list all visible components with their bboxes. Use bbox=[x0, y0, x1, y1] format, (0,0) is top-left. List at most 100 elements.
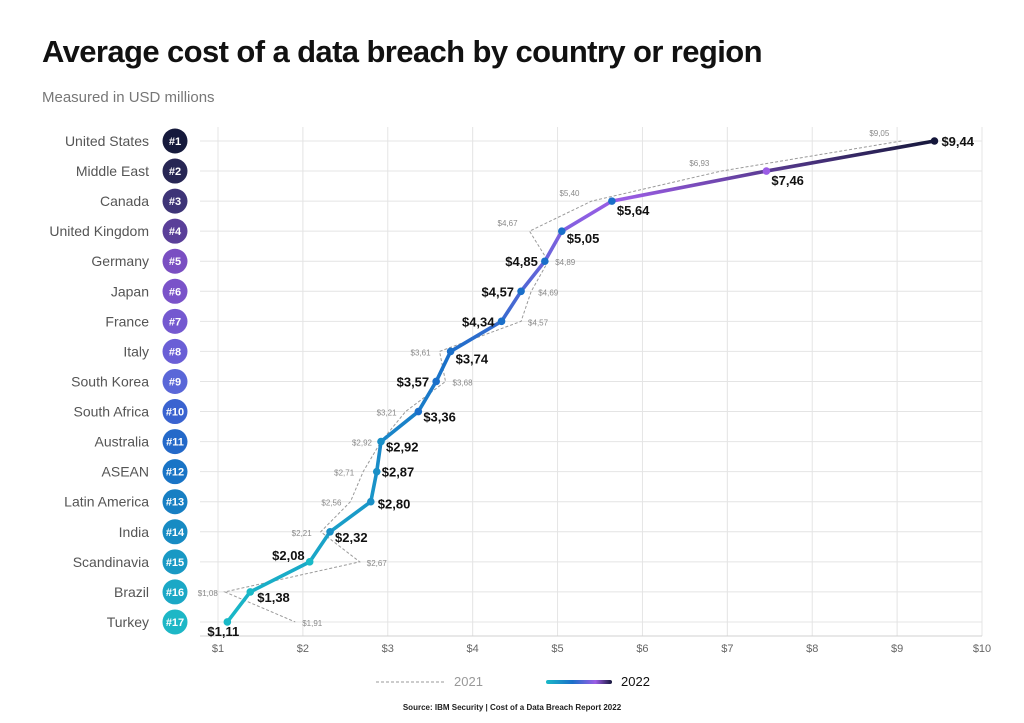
rank-badge bbox=[162, 368, 188, 394]
series-2021-label: $3,68 bbox=[453, 378, 474, 387]
rank-badge bbox=[162, 579, 188, 605]
series-2021-label: $3,21 bbox=[377, 409, 398, 418]
series-2022-point bbox=[930, 137, 939, 145]
rank-label: #15 bbox=[166, 557, 184, 569]
x-tick-label: $2 bbox=[297, 643, 309, 655]
series-2021-label: $2,56 bbox=[321, 499, 342, 508]
x-tick-label: $8 bbox=[806, 643, 818, 655]
category-axis: United States #1 Middle East #2 Canada #3 Unit… bbox=[49, 128, 188, 635]
series-2021: $9,05 $6,93 $5,40 $4,67 $4,89 $4,69 $4,57 $3,61… bbox=[198, 129, 902, 628]
series-2022-label: $1,11 bbox=[207, 624, 239, 639]
rank-label: #2 bbox=[169, 166, 181, 178]
rank-badge bbox=[162, 459, 188, 485]
series-2021-label: $4,67 bbox=[498, 219, 519, 228]
series-2022-label: $5,64 bbox=[617, 203, 650, 218]
series-2022-label: $3,74 bbox=[456, 351, 489, 366]
series-2022-label: $2,32 bbox=[335, 530, 368, 545]
x-tick-label: $3 bbox=[382, 643, 394, 655]
rank-label: #14 bbox=[166, 527, 185, 539]
rank-label: #12 bbox=[166, 467, 184, 479]
series-2022-label: $2,92 bbox=[386, 440, 419, 455]
rank-badge bbox=[162, 188, 188, 214]
series-2021-label: $4,89 bbox=[555, 258, 576, 267]
category-label: Germany bbox=[91, 253, 149, 269]
series-2022-point bbox=[762, 167, 771, 175]
series-2021-label: $2,71 bbox=[334, 469, 355, 478]
series-2021-label: $1,08 bbox=[198, 589, 219, 598]
rank-badge bbox=[162, 519, 188, 545]
series-2021-label: $3,61 bbox=[411, 348, 432, 357]
series-2022-point bbox=[377, 437, 385, 446]
x-tick-label: $9 bbox=[891, 643, 903, 655]
series-2022-point bbox=[246, 588, 255, 596]
category-label: Canada bbox=[100, 193, 149, 209]
series-2022-label: $2,80 bbox=[378, 497, 411, 512]
series-2022-label: $2,87 bbox=[382, 465, 415, 480]
source-note: Source: IBM Security | Cost of a Data Br… bbox=[402, 703, 622, 712]
series-2021-label: $2,67 bbox=[367, 559, 388, 568]
legend-swatch-2022 bbox=[546, 680, 612, 684]
category-label: United Kingdom bbox=[49, 223, 149, 239]
rank-badge bbox=[162, 278, 188, 304]
rank-badge bbox=[162, 308, 188, 334]
rank-label: #13 bbox=[166, 497, 184, 509]
category-label: Brazil bbox=[114, 584, 149, 600]
rank-badge bbox=[162, 248, 188, 274]
series-2022-point bbox=[414, 407, 423, 416]
series-2022-point bbox=[541, 257, 549, 266]
series-2021-label: $6,93 bbox=[689, 159, 710, 168]
category-label: Japan bbox=[111, 283, 149, 299]
category-label: United States bbox=[65, 133, 149, 149]
rank-badge bbox=[162, 338, 188, 364]
series-2021-label: $1,91 bbox=[302, 619, 323, 628]
legend: 2021 2022 bbox=[376, 674, 650, 689]
series-2022-label: $3,36 bbox=[423, 410, 456, 425]
series-2022-label: $4,85 bbox=[505, 254, 538, 269]
rank-label: #6 bbox=[169, 286, 181, 298]
rank-label: #9 bbox=[169, 376, 181, 388]
rank-badge bbox=[162, 218, 188, 244]
series-2022: $9,44 $7,46 $5,64 $5,05 $4,85 $4,57 $4,34 $3,74… bbox=[207, 134, 974, 639]
rank-badge bbox=[162, 399, 188, 425]
category-label: Australia bbox=[95, 434, 150, 450]
rank-badge bbox=[162, 158, 188, 184]
rank-badge bbox=[162, 128, 188, 154]
x-tick-label: $1 bbox=[212, 643, 224, 655]
series-2021-label: $5,40 bbox=[559, 189, 580, 198]
chart-title: Average cost of a data breach by country… bbox=[42, 34, 763, 69]
category-label: France bbox=[105, 313, 149, 329]
series-2022-point bbox=[432, 377, 440, 386]
series-2022-label: $3,57 bbox=[397, 374, 430, 389]
chart-subtitle: Measured in USD millions bbox=[42, 89, 215, 106]
series-2022-point bbox=[326, 527, 334, 536]
category-label: Latin America bbox=[64, 494, 149, 510]
x-axis: $1 $2 $3 $4 $5 $6 $7 $8 $9 $10 bbox=[212, 643, 991, 655]
rank-label: #3 bbox=[169, 196, 181, 208]
series-2022-point bbox=[372, 467, 381, 476]
legend-label-2021: 2021 bbox=[454, 674, 483, 689]
series-2022-label: $5,05 bbox=[567, 231, 600, 246]
series-2022-label: $4,34 bbox=[462, 314, 495, 329]
category-label: Turkey bbox=[107, 614, 149, 630]
series-2021-label: $4,69 bbox=[538, 288, 559, 297]
series-2022-label: $4,57 bbox=[482, 284, 515, 299]
rank-label: #1 bbox=[169, 136, 181, 148]
series-2022-point bbox=[558, 227, 566, 235]
series-2022-point bbox=[497, 317, 506, 326]
rank-badge bbox=[162, 489, 188, 515]
series-2022-label: $1,38 bbox=[257, 590, 290, 605]
rank-badge bbox=[162, 609, 188, 635]
series-2021-label: $2,21 bbox=[292, 529, 313, 538]
x-tick-label: $4 bbox=[467, 643, 479, 655]
category-label: Italy bbox=[123, 343, 149, 359]
rank-label: #11 bbox=[166, 437, 184, 449]
x-tick-label: $7 bbox=[721, 643, 733, 655]
series-2021-label: $9,05 bbox=[869, 129, 890, 138]
category-label: South Africa bbox=[74, 404, 150, 420]
series-2022-point bbox=[446, 347, 455, 356]
series-2021-line bbox=[223, 140, 902, 623]
rank-badge bbox=[162, 549, 188, 575]
series-2021-label: $4,57 bbox=[528, 318, 549, 327]
rank-label: #7 bbox=[169, 316, 181, 328]
rank-badge bbox=[162, 429, 188, 455]
